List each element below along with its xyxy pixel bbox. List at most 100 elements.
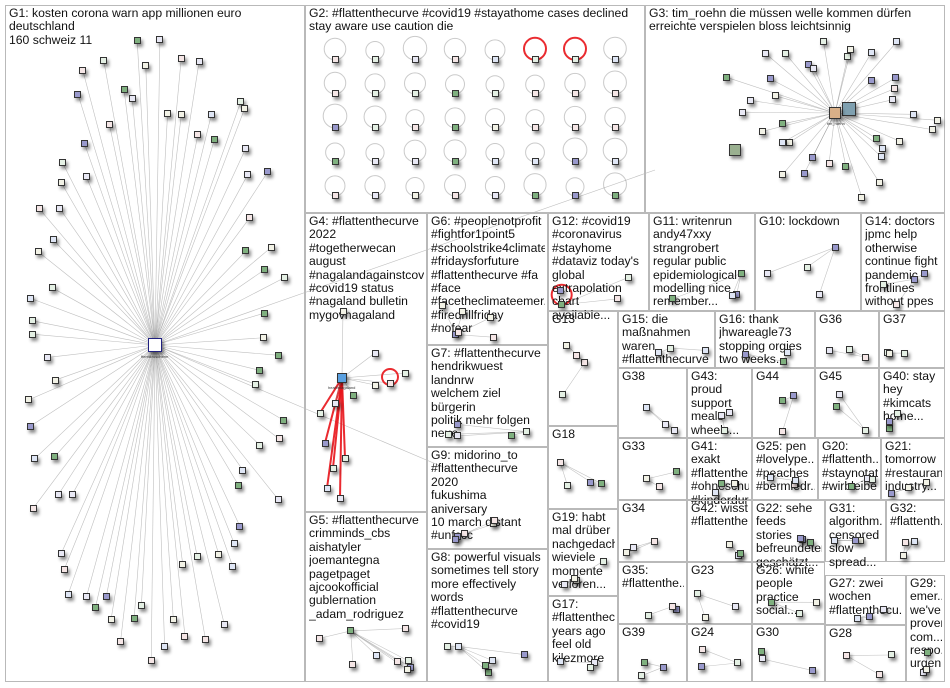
vertex-node[interactable] [255, 366, 263, 374]
vertex-node[interactable] [142, 62, 150, 70]
vertex-node[interactable] [241, 105, 249, 113]
vertex-node[interactable] [246, 214, 254, 222]
vertex-node[interactable] [331, 158, 339, 166]
vertex-node[interactable] [179, 561, 187, 569]
vertex-node[interactable] [893, 38, 901, 46]
vertex-node[interactable] [531, 90, 539, 98]
vertex-node[interactable] [831, 536, 839, 544]
vertex-node[interactable] [667, 344, 675, 352]
vertex-node[interactable] [900, 349, 908, 357]
vertex-node[interactable] [868, 77, 876, 85]
vertex-node[interactable] [491, 56, 499, 64]
vertex-node[interactable] [766, 473, 774, 481]
vertex-node[interactable] [598, 480, 606, 488]
vertex-node[interactable] [832, 402, 840, 410]
vertex-node[interactable] [779, 357, 787, 365]
vertex-node[interactable] [590, 659, 598, 667]
vertex-node[interactable] [564, 482, 572, 490]
vertex-node[interactable] [858, 193, 866, 201]
vertex-node[interactable] [371, 124, 379, 132]
hub-node-g3-photo[interactable] [829, 107, 841, 119]
vertex-node[interactable] [444, 430, 452, 438]
vertex-node[interactable] [242, 247, 250, 255]
vertex-node[interactable] [210, 136, 218, 144]
vertex-node[interactable] [571, 158, 579, 166]
vertex-node[interactable] [771, 92, 779, 100]
vertex-node[interactable] [82, 173, 90, 181]
vertex-node[interactable] [875, 179, 883, 187]
vertex-node[interactable] [372, 651, 380, 659]
vertex-node[interactable] [887, 651, 895, 659]
vertex-node[interactable] [275, 351, 283, 359]
vertex-node[interactable] [865, 613, 873, 621]
vertex-node[interactable] [718, 479, 726, 487]
vertex-node[interactable] [49, 236, 57, 244]
vertex-node[interactable] [731, 479, 739, 487]
vertex-node[interactable] [556, 458, 564, 466]
vertex-node[interactable] [804, 60, 812, 68]
vertex-node[interactable] [234, 481, 242, 489]
vertex-node[interactable] [655, 483, 663, 491]
vertex-node[interactable] [181, 632, 189, 640]
vertex-node[interactable] [746, 96, 754, 104]
vertex-node[interactable] [411, 90, 419, 98]
vertex-node[interactable] [893, 301, 901, 309]
vertex-node[interactable] [194, 131, 202, 139]
vertex-node[interactable] [887, 489, 895, 497]
vertex-node[interactable] [59, 159, 67, 167]
vertex-node[interactable] [880, 280, 888, 288]
vertex-node[interactable] [64, 590, 72, 598]
vertex-node[interactable] [242, 145, 250, 153]
vertex-node[interactable] [164, 110, 172, 118]
vertex-node[interactable] [868, 476, 876, 484]
vertex-node[interactable] [698, 663, 706, 671]
vertex-node[interactable] [655, 349, 663, 357]
vertex-node[interactable] [611, 192, 619, 200]
vertex-node[interactable] [778, 428, 786, 436]
vertex-node[interactable] [454, 420, 462, 428]
vertex-node[interactable] [731, 603, 739, 611]
vertex-node[interactable] [323, 484, 331, 492]
vertex-node[interactable] [371, 349, 379, 357]
vertex-node[interactable] [624, 273, 632, 281]
vertex-node[interactable] [600, 557, 608, 565]
vertex-node[interactable] [451, 124, 459, 132]
vertex-node[interactable] [779, 120, 787, 128]
vertex-node[interactable] [611, 90, 619, 98]
vertex-node[interactable] [742, 350, 750, 358]
vertex-node[interactable] [861, 353, 869, 361]
vertex-node[interactable] [928, 126, 936, 134]
vertex-node[interactable] [34, 248, 42, 256]
vertex-node[interactable] [894, 410, 902, 418]
vertex-node[interactable] [711, 489, 719, 496]
vertex-node[interactable] [35, 205, 43, 213]
vertex-node[interactable] [491, 158, 499, 166]
vertex-node[interactable] [721, 426, 729, 434]
vertex-node[interactable] [341, 454, 349, 462]
vertex-node[interactable] [133, 36, 141, 44]
vertex-node[interactable] [784, 349, 792, 357]
vertex-node[interactable] [611, 56, 619, 64]
vertex-node[interactable] [371, 381, 379, 389]
vertex-node[interactable] [848, 482, 856, 490]
vertex-node[interactable] [933, 116, 941, 124]
vertex-node[interactable] [808, 153, 816, 161]
vertex-node[interactable] [587, 478, 595, 486]
vertex-node[interactable] [107, 616, 115, 624]
vertex-node[interactable] [560, 581, 568, 589]
vertex-node[interactable] [28, 330, 36, 338]
vertex-node[interactable] [147, 657, 155, 665]
vertex-node[interactable] [795, 609, 803, 617]
vertex-node[interactable] [895, 137, 903, 145]
vertex-node[interactable] [911, 275, 918, 283]
vertex-node[interactable] [737, 269, 745, 277]
vertex-node[interactable] [331, 90, 339, 98]
vertex-node[interactable] [331, 124, 339, 132]
vertex-node[interactable] [220, 621, 228, 629]
vertex-node[interactable] [451, 536, 459, 544]
vertex-node[interactable] [800, 169, 808, 177]
vertex-node[interactable] [347, 627, 355, 635]
vertex-node[interactable] [251, 380, 259, 388]
vertex-node[interactable] [137, 601, 145, 609]
vertex-node[interactable] [779, 138, 787, 146]
